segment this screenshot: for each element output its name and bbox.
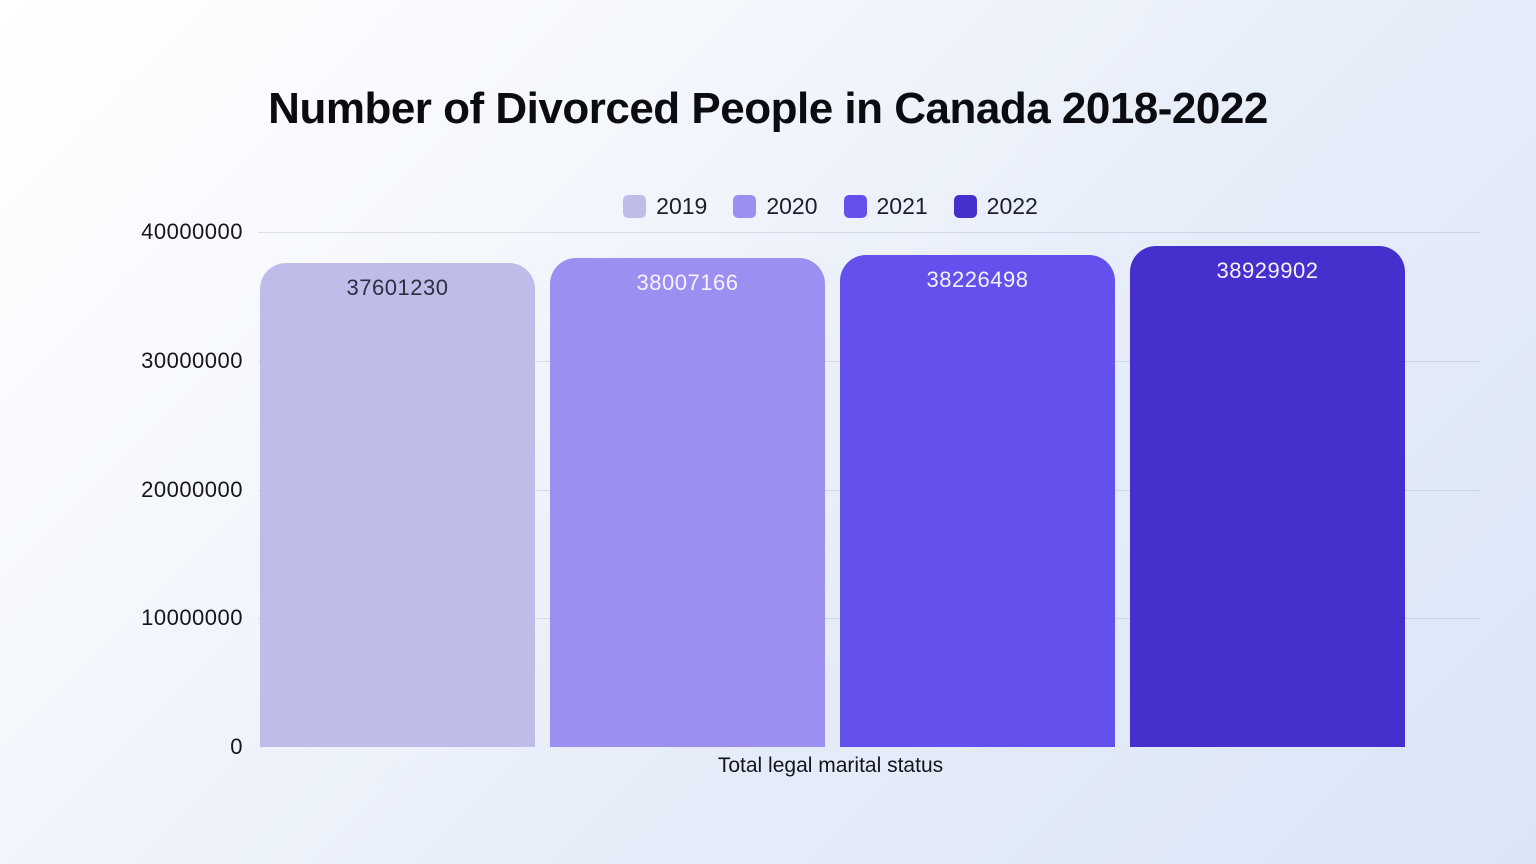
legend: 2019 2020 2021 2022 xyxy=(258,193,1403,220)
legend-swatch-2021 xyxy=(843,195,867,218)
plot-area: 37601230 38007166 38226498 38929902 xyxy=(258,232,1480,747)
bar-value-label: 38226498 xyxy=(926,266,1029,292)
bar-value-label: 38007166 xyxy=(636,269,739,295)
bar-value-label: 37601230 xyxy=(346,274,449,300)
y-tick-label: 0 xyxy=(230,734,243,759)
bar-value-label: 38929902 xyxy=(1216,257,1319,283)
legend-swatch-2020 xyxy=(733,195,757,218)
chart-title: Number of Divorced People in Canada 2018… xyxy=(268,84,1268,133)
legend-item-2019: 2019 xyxy=(623,193,707,220)
bar-2019: 37601230 xyxy=(260,262,535,747)
gridline-40000000 xyxy=(258,232,1480,233)
y-axis: 0 10000000 20000000 30000000 40000000 xyxy=(0,219,243,759)
y-tick-label: 20000000 xyxy=(141,476,243,502)
legend-item-2022: 2022 xyxy=(953,193,1038,220)
bar-2020: 38007166 xyxy=(550,257,825,747)
legend-item-2021: 2021 xyxy=(843,193,928,220)
legend-label: 2022 xyxy=(986,193,1038,219)
x-axis-label: Total legal marital status xyxy=(717,754,944,777)
y-tick-label: 40000000 xyxy=(141,219,243,244)
bars-container: 37601230 38007166 38226498 38929902 xyxy=(260,232,1405,747)
y-tick-label: 30000000 xyxy=(141,347,243,373)
legend-label: 2021 xyxy=(876,193,928,219)
legend-label: 2020 xyxy=(766,193,818,219)
bar-2021: 38226498 xyxy=(840,254,1115,747)
y-tick-label: 10000000 xyxy=(141,605,243,631)
legend-label: 2019 xyxy=(656,193,708,219)
legend-swatch-2019 xyxy=(623,195,647,218)
legend-item-2020: 2020 xyxy=(733,193,818,220)
legend-swatch-2022 xyxy=(953,195,977,218)
bar-2022: 38929902 xyxy=(1130,245,1405,747)
